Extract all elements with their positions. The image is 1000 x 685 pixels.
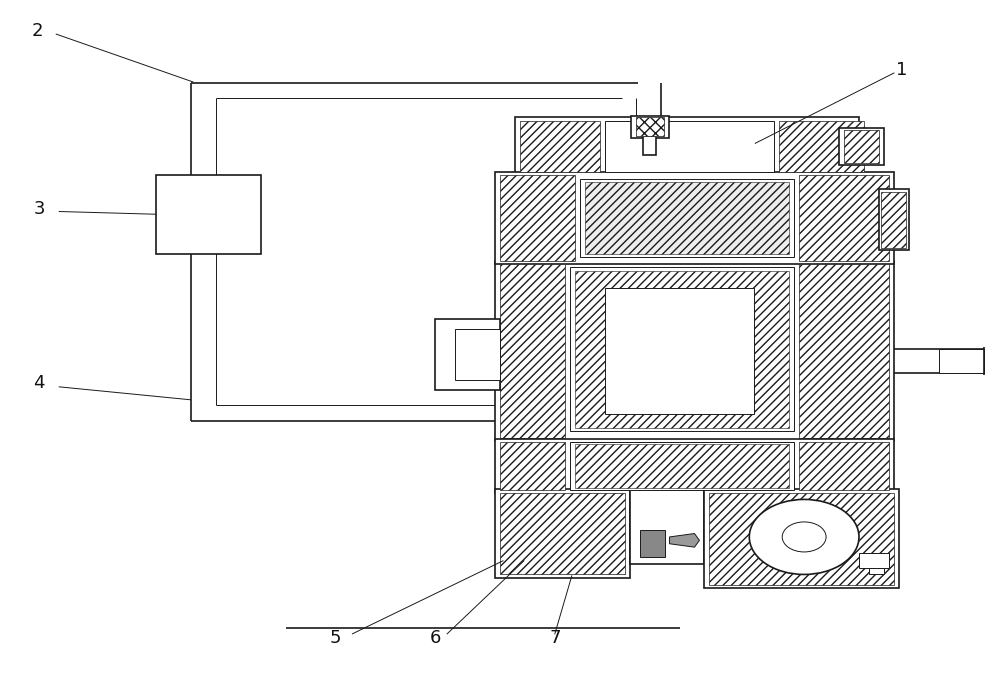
Bar [799, 264, 889, 438]
Text: 1: 1 [896, 60, 908, 79]
Bar [585, 182, 789, 254]
Bar [839, 127, 884, 165]
Text: 4: 4 [34, 375, 45, 393]
Bar [570, 267, 794, 431]
Bar [495, 489, 630, 578]
Bar [495, 439, 894, 493]
Bar [630, 489, 704, 564]
Bar [520, 121, 600, 172]
Bar [575, 271, 789, 427]
Bar [799, 175, 889, 260]
Polygon shape [670, 534, 699, 547]
Bar [500, 175, 575, 260]
Bar [500, 442, 565, 490]
Bar [435, 319, 500, 390]
Bar [640, 530, 665, 558]
Bar [636, 117, 664, 136]
Bar [570, 442, 794, 490]
Text: 3: 3 [34, 201, 45, 219]
Bar [881, 192, 906, 249]
Bar [575, 444, 789, 488]
Bar [869, 568, 884, 575]
Text: 5: 5 [330, 629, 341, 647]
Bar [844, 130, 879, 163]
Bar [939, 349, 984, 373]
Text: 2: 2 [32, 23, 43, 40]
Circle shape [749, 499, 859, 575]
Bar [643, 136, 656, 155]
Bar [500, 264, 565, 438]
Bar [580, 179, 794, 258]
Bar [500, 493, 625, 575]
Bar [495, 172, 894, 264]
Bar [779, 121, 864, 172]
Circle shape [782, 522, 826, 552]
Bar [156, 175, 261, 254]
Bar [879, 189, 909, 251]
Bar [709, 493, 894, 585]
Text: 6: 6 [429, 629, 441, 647]
Bar [799, 442, 889, 490]
Bar [455, 329, 500, 380]
Text: 7: 7 [549, 629, 561, 647]
Bar [631, 116, 669, 138]
Bar [605, 288, 754, 414]
Bar [605, 121, 774, 172]
Bar [704, 489, 899, 588]
Bar [515, 117, 859, 175]
Bar [495, 260, 894, 441]
Bar [859, 553, 889, 568]
